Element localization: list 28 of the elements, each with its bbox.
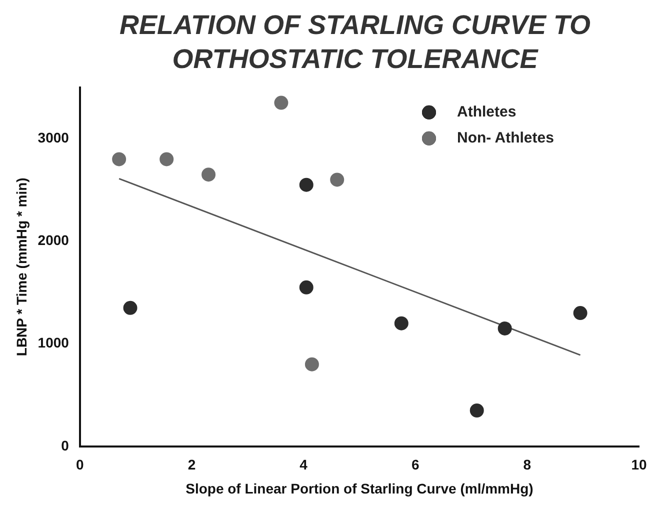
y-tick-label: 3000 xyxy=(38,130,70,146)
y-tick-label: 0 xyxy=(61,437,70,454)
x-tick-label: 0 xyxy=(76,456,84,473)
point xyxy=(470,404,484,418)
point xyxy=(330,172,344,187)
y-tick-label: 2000 xyxy=(38,232,70,248)
x-tick-label: 4 xyxy=(300,456,308,473)
x-tick-label: 2 xyxy=(188,456,196,473)
point xyxy=(123,300,138,315)
point xyxy=(573,306,588,320)
y-tick-label: 1000 xyxy=(38,334,70,351)
point xyxy=(299,280,314,294)
point xyxy=(299,178,314,192)
point xyxy=(498,321,512,336)
point xyxy=(202,168,216,182)
chart-title: RELATION OF STARLING CURVE TO ORTHOSTATIC TOLERANCE xyxy=(118,9,592,76)
x-tick-label: 8 xyxy=(523,456,532,473)
legend-label: Non- Athletes xyxy=(457,130,554,147)
point xyxy=(394,316,408,330)
x-axis-title: Slope of Linear Portion of Starling Curve (ml/mmHg) xyxy=(186,480,534,496)
point xyxy=(160,152,174,166)
point xyxy=(304,357,319,372)
point xyxy=(274,96,288,110)
x-tick-label: 6 xyxy=(411,456,420,473)
point xyxy=(112,152,126,166)
y-axis-title: LBNP * Time (mmHg * min) xyxy=(13,178,30,356)
legend-label: Athletes xyxy=(457,104,516,121)
x-tick-label: 10 xyxy=(631,456,647,473)
